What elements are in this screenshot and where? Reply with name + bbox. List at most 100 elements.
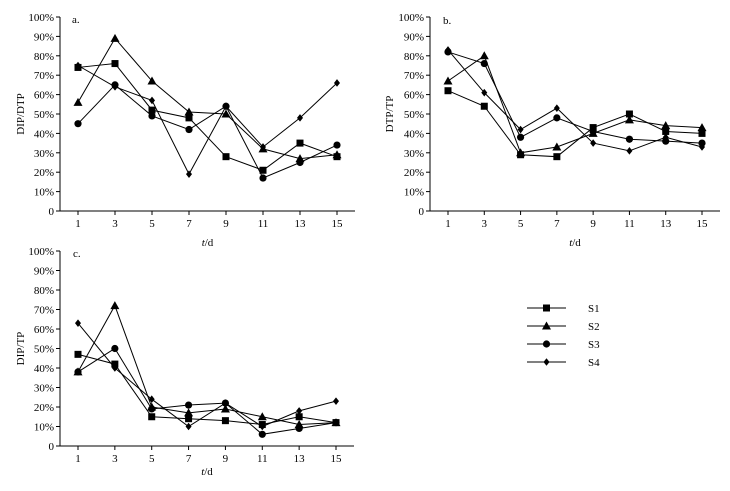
- data-point-s4: [149, 96, 155, 105]
- data-point-s1: [111, 360, 119, 368]
- legend-label: S1: [588, 303, 600, 315]
- x-tick-label: 9: [590, 218, 596, 230]
- data-point-s1: [148, 106, 156, 114]
- y-tick-label: 70%: [34, 305, 54, 317]
- y-tick-label: 10%: [34, 187, 54, 199]
- data-point-s4: [223, 102, 229, 111]
- y-tick-label: 40%: [34, 128, 54, 140]
- y-tick-label: 30%: [34, 383, 54, 395]
- data-point-s2: [624, 115, 634, 124]
- series-line-s2: [77, 304, 337, 426]
- data-point-s4: [185, 422, 192, 431]
- data-point-s3: [184, 401, 193, 409]
- x-axis-title-variable: t: [201, 466, 205, 478]
- x-tick-label: 5: [149, 218, 155, 230]
- y-tick-label: 90%: [34, 31, 54, 43]
- data-point-s4: [481, 88, 488, 97]
- y-tick-label: 40%: [404, 128, 424, 140]
- data-point-s1: [444, 87, 452, 95]
- data-point-s2: [147, 76, 157, 85]
- series-line-s1: [77, 63, 338, 171]
- y-tick-label: 10%: [34, 422, 54, 434]
- data-point-s3: [662, 137, 670, 145]
- data-point-s2: [110, 301, 120, 310]
- x-tick-label: 15: [332, 218, 344, 230]
- data-point-s4: [260, 143, 266, 151]
- y-tick-label: 50%: [34, 109, 54, 121]
- data-point-s3: [185, 125, 193, 134]
- data-point-s2: [184, 408, 194, 417]
- data-point-s3: [111, 344, 119, 353]
- x-tick-label: 3: [112, 218, 118, 230]
- data-point-s4: [259, 422, 266, 431]
- x-axis-title: t/d: [202, 237, 214, 249]
- panel-label: c.: [73, 248, 81, 260]
- series-s2: [443, 51, 707, 157]
- data-point-s2: [221, 109, 231, 118]
- data-point-s4: [297, 114, 303, 122]
- data-point-s4: [333, 397, 339, 405]
- x-tick-label: 7: [186, 453, 192, 465]
- data-point-s4: [111, 364, 118, 372]
- series-s3: [74, 81, 341, 182]
- data-point-s3: [74, 120, 82, 128]
- data-point-s4: [334, 79, 340, 87]
- data-point-s3: [333, 141, 341, 149]
- data-point-s1: [74, 350, 82, 358]
- y-tick-label: 100%: [398, 12, 424, 24]
- data-point-s4: [222, 399, 229, 407]
- legend-item-s3: S3: [527, 339, 600, 351]
- y-tick-label: 0: [49, 206, 55, 218]
- data-point-s4: [445, 46, 451, 54]
- data-point-s4: [112, 83, 118, 91]
- data-point-s3: [698, 139, 706, 147]
- y-tick-label: 30%: [34, 148, 54, 160]
- legend: S1 S2 S3 S4: [527, 303, 600, 369]
- legend-label: S4: [588, 357, 600, 369]
- y-tick-label: 60%: [404, 90, 424, 102]
- data-point-s1: [480, 102, 488, 110]
- x-tick-label: 11: [257, 453, 268, 465]
- y-tick-label: 0: [49, 441, 55, 453]
- data-point-s3: [259, 174, 267, 182]
- data-point-s1: [553, 153, 561, 161]
- y-tick-label: 70%: [34, 70, 54, 82]
- y-tick-label: 40%: [34, 363, 54, 375]
- data-point-s4: [590, 139, 597, 147]
- data-point-s3: [74, 368, 82, 376]
- x-axis-title: t/d: [569, 237, 581, 249]
- x-tick-label: 15: [697, 218, 709, 230]
- data-point-s1: [185, 114, 193, 122]
- data-point-s4: [75, 319, 81, 327]
- series-s3: [74, 344, 340, 438]
- legend-marker: [542, 340, 551, 348]
- series-s4: [75, 319, 339, 431]
- x-tick-label: 1: [75, 218, 81, 230]
- x-tick-label: 1: [445, 218, 451, 230]
- legend-item-s4: S4: [527, 357, 600, 369]
- series-s4: [75, 61, 340, 178]
- data-point-s3: [553, 114, 561, 122]
- y-tick-label: 60%: [34, 324, 54, 336]
- data-point-s3: [589, 127, 597, 136]
- x-tick-label: 11: [624, 218, 635, 230]
- data-point-s1: [589, 124, 597, 132]
- y-tick-label: 100%: [28, 246, 54, 258]
- data-point-s3: [295, 424, 303, 433]
- series-line-s2: [77, 37, 338, 160]
- panel-label: b.: [443, 15, 452, 27]
- data-point-s1: [185, 415, 193, 423]
- y-tick-label: 80%: [34, 51, 54, 63]
- data-point-s1: [625, 110, 633, 118]
- data-point-s3: [258, 430, 266, 438]
- data-point-s2: [661, 121, 671, 130]
- data-point-s2: [184, 107, 194, 116]
- y-tick-label: 80%: [34, 285, 54, 297]
- x-tick-label: 5: [518, 218, 524, 230]
- y-tick-label: 20%: [34, 402, 54, 414]
- y-tick-label: 90%: [404, 31, 424, 43]
- data-point-s4: [626, 147, 633, 155]
- data-point-s4: [699, 143, 705, 151]
- data-point-s1: [222, 153, 230, 161]
